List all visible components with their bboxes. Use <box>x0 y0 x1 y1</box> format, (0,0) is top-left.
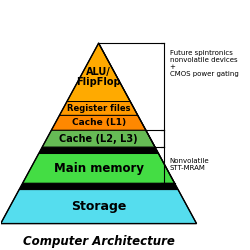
Text: Storage: Storage <box>71 200 126 213</box>
Polygon shape <box>1 190 196 224</box>
Polygon shape <box>42 130 155 147</box>
Text: Cache (L1): Cache (L1) <box>72 118 126 127</box>
Polygon shape <box>22 154 175 183</box>
Polygon shape <box>52 115 146 130</box>
Text: Main memory: Main memory <box>54 162 144 175</box>
Text: Register files: Register files <box>67 104 130 113</box>
Polygon shape <box>19 183 178 190</box>
Polygon shape <box>39 147 158 154</box>
Text: Nonvolatile
STT-MRAM: Nonvolatile STT-MRAM <box>170 158 209 171</box>
Text: ALU/
FlipFlop: ALU/ FlipFlop <box>76 66 121 87</box>
Polygon shape <box>60 102 138 115</box>
Text: Future spintronics
nonvolatile devices
+
CMOS power gating: Future spintronics nonvolatile devices +… <box>170 50 238 77</box>
Text: Cache (L2, L3): Cache (L2, L3) <box>59 134 138 144</box>
Polygon shape <box>67 43 130 102</box>
Text: Computer Architecture: Computer Architecture <box>23 235 174 248</box>
